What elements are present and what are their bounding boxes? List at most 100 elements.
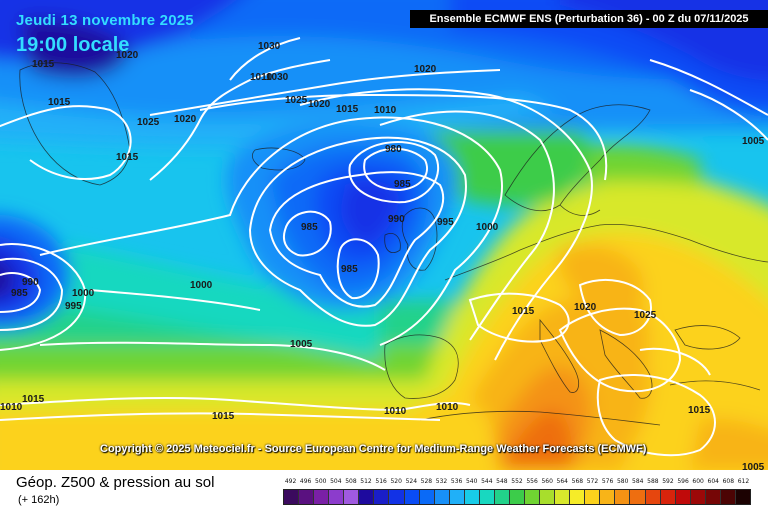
legend-value: 532: [435, 478, 448, 485]
legend-swatch: [690, 490, 706, 504]
isobar-label: 1010: [0, 402, 23, 413]
legend-swatch: [600, 490, 616, 504]
legend-swatch: [434, 490, 450, 504]
isobar-label: 1030: [266, 72, 289, 83]
legend-value: 540: [465, 478, 478, 485]
forecast-date: Jeudi 13 novembre 2025: [16, 12, 194, 29]
legend-swatch: [645, 490, 661, 504]
copyright-notice: Copyright © 2025 Meteociel.fr - Source E…: [100, 443, 647, 455]
legend-value: 560: [541, 478, 553, 485]
isobar-label: 1005: [290, 339, 313, 350]
legend-value: 576: [601, 478, 614, 485]
isobar-label: 1015: [336, 104, 359, 115]
legend-value: 544: [481, 478, 493, 485]
isobar-label: 1000: [190, 280, 213, 291]
isobar-label: 995: [65, 301, 82, 312]
isobars: [0, 37, 768, 457]
isobar-label: 985: [11, 288, 28, 299]
legend-value: 528: [420, 478, 433, 485]
legend-swatch: [284, 490, 300, 504]
isobar-label: 1005: [742, 136, 765, 147]
forecast-map: 1015 1015 1020 1030 1010 1030 1020 1025 …: [0, 0, 768, 470]
legend-value: 600: [692, 478, 704, 485]
legend-color-scale: [283, 489, 751, 505]
legend-value: 492: [284, 478, 297, 485]
isobar-label: 985: [301, 222, 318, 233]
legend-value: 500: [315, 478, 327, 485]
legend-value: 524: [405, 478, 418, 485]
isobar-label: 1005: [742, 462, 765, 470]
legend-value: 612: [737, 478, 750, 485]
legend-footer: Géop. Z500 & pression au sol (+ 162h) 49…: [0, 470, 768, 512]
isobar-label: 1015: [116, 152, 139, 163]
coastlines: [19, 62, 768, 426]
legend-value: 564: [556, 478, 568, 485]
legend-value: 496: [299, 478, 312, 485]
isobar-label: 1015: [688, 405, 711, 416]
legend-swatch: [314, 490, 330, 504]
isobar-label: 985: [394, 179, 411, 190]
legend-swatch: [419, 490, 435, 504]
isobar-label: 1020: [414, 64, 437, 75]
legend-value: 516: [375, 478, 387, 485]
run-info-header: Ensemble ECMWF ENS (Perturbation 36) - 0…: [410, 10, 768, 28]
legend-value: 508: [345, 478, 357, 485]
isobar-label: 995: [437, 217, 454, 228]
legend-value: 552: [511, 478, 523, 485]
isobar-label: 1010: [436, 402, 459, 413]
legend-swatch: [570, 490, 586, 504]
legend-subtitle: (+ 162h): [18, 494, 60, 506]
legend-swatch: [525, 490, 541, 504]
legend-value: 596: [677, 478, 689, 485]
isobar-label: 1015: [22, 394, 45, 405]
isobar-label: 985: [341, 264, 358, 275]
legend-swatch: [464, 490, 480, 504]
legend-value: 604: [707, 478, 719, 485]
legend-swatch: [344, 490, 360, 504]
legend-swatch: [735, 490, 750, 504]
isobar-label: 1015: [32, 59, 55, 70]
legend-swatch: [509, 490, 525, 504]
legend-swatch: [675, 490, 691, 504]
legend-swatch: [479, 490, 495, 504]
legend-value: 520: [390, 478, 402, 485]
legend-swatch: [540, 490, 556, 504]
legend-value: 512: [360, 478, 372, 485]
isobar-label: 1010: [384, 406, 407, 417]
isobar-label: 1025: [285, 95, 308, 106]
legend-value: 556: [526, 478, 538, 485]
isobar-label: 990: [22, 277, 39, 288]
legend-value: 592: [662, 478, 674, 485]
isobar-label: 1010: [374, 105, 397, 116]
legend-swatch: [720, 490, 736, 504]
isobar-label: 1010: [250, 72, 273, 83]
legend-swatch: [404, 490, 420, 504]
isobar-label: 1020: [116, 50, 139, 61]
isobar-label: 980: [385, 144, 402, 155]
isobar-label: 1000: [72, 288, 95, 299]
legend-swatch: [585, 490, 601, 504]
isobar-label: 1020: [308, 99, 331, 110]
forecast-local-time: 19:00 locale: [16, 34, 130, 56]
legend-swatch: [374, 490, 390, 504]
legend-swatch: [329, 490, 345, 504]
legend-value: 608: [722, 478, 735, 485]
legend-swatch: [705, 490, 721, 504]
legend-value: 584: [632, 478, 644, 485]
legend-title: Géop. Z500 & pression au sol: [16, 474, 215, 491]
legend-swatch: [359, 490, 375, 504]
legend-value: 536: [450, 478, 463, 485]
legend-swatch: [555, 490, 571, 504]
legend-swatch: [389, 490, 405, 504]
isobar-label: 1015: [212, 411, 235, 422]
isobar-label: 1030: [258, 41, 281, 52]
legend-swatch: [615, 490, 631, 504]
legend-value: 572: [586, 478, 599, 485]
legend-swatch: [660, 490, 676, 504]
isobar-label: 1015: [48, 97, 71, 108]
legend-value: 580: [616, 478, 629, 485]
isobar-label: 1000: [476, 222, 499, 233]
isobar-label: 1020: [574, 302, 597, 313]
isobar-label: 1025: [634, 310, 657, 321]
legend-value-labels: 492 496 500 504 508 512 516 520 524 528 532 536 540 5…: [283, 478, 751, 488]
